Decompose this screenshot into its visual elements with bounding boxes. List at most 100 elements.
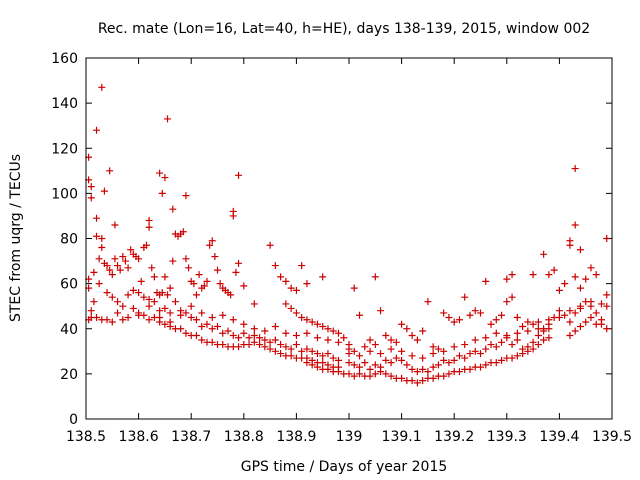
data-point [576, 246, 584, 254]
data-point [245, 341, 253, 349]
data-point [319, 273, 327, 281]
data-point [287, 352, 295, 360]
data-point [98, 235, 106, 242]
data-point [361, 343, 369, 351]
data-point [192, 316, 200, 324]
y-tick-label: 160 [51, 51, 78, 67]
data-point [319, 352, 327, 360]
data-point [250, 325, 258, 333]
data-point [408, 377, 416, 385]
data-point [498, 356, 506, 364]
data-point [93, 313, 101, 321]
data-point [408, 365, 416, 373]
x-tick-label: 139 [336, 429, 363, 445]
data-point [492, 343, 500, 351]
data-point [282, 300, 290, 308]
data-point [292, 286, 300, 294]
data-point [366, 336, 374, 344]
data-point [487, 341, 495, 349]
data-point [124, 313, 132, 321]
data-point [219, 341, 227, 349]
data-point [121, 257, 129, 265]
data-point [329, 354, 337, 362]
data-point [571, 309, 579, 317]
data-point [156, 169, 164, 177]
data-point [114, 309, 122, 317]
data-point [519, 345, 527, 353]
data-point [555, 286, 563, 294]
data-point [398, 374, 406, 382]
data-point [587, 313, 595, 321]
data-point [461, 354, 469, 362]
data-point [190, 280, 198, 288]
data-point [424, 368, 432, 376]
data-point [529, 345, 537, 353]
data-point [582, 318, 590, 326]
x-tick-label: 139.4 [539, 429, 579, 445]
data-point [529, 271, 537, 279]
data-point [313, 363, 321, 371]
data-point [540, 250, 548, 258]
data-point [287, 345, 295, 353]
data-point [513, 336, 521, 344]
data-point [324, 325, 332, 333]
data-point [445, 313, 453, 321]
data-point [576, 284, 584, 292]
data-point [229, 212, 237, 220]
data-point [103, 262, 111, 270]
data-point [245, 334, 253, 342]
data-point [519, 322, 527, 330]
data-point [308, 347, 316, 355]
data-point [450, 343, 458, 351]
data-point [387, 336, 395, 344]
data-point [95, 255, 103, 263]
data-point [508, 341, 516, 349]
y-tick-label: 0 [69, 412, 78, 428]
data-point [566, 318, 574, 326]
data-point [292, 341, 300, 349]
data-point [592, 309, 600, 317]
data-point [482, 334, 490, 342]
data-point [119, 253, 127, 261]
data-point [214, 266, 221, 274]
data-point [561, 311, 569, 319]
y-tick-label: 120 [51, 141, 78, 157]
data-point [455, 352, 463, 360]
data-point [350, 361, 358, 369]
data-point [129, 286, 137, 294]
data-point [334, 329, 342, 337]
data-point [371, 273, 379, 281]
data-point [350, 347, 358, 355]
data-point [198, 336, 206, 344]
data-point [169, 205, 177, 213]
data-point [282, 329, 290, 337]
data-point [587, 298, 595, 306]
data-point [429, 374, 437, 382]
data-point [271, 322, 279, 330]
data-point [334, 338, 342, 346]
data-point [603, 325, 611, 333]
data-point [161, 320, 169, 328]
data-point [200, 282, 208, 290]
data-point [277, 273, 285, 281]
data-point [145, 302, 153, 310]
data-point [266, 345, 274, 353]
data-point [513, 329, 521, 337]
data-point [329, 327, 337, 335]
data-point [156, 307, 164, 315]
data-point [366, 347, 374, 355]
data-point [206, 241, 214, 249]
data-point [471, 307, 479, 315]
data-point [158, 189, 166, 197]
data-point [482, 345, 490, 353]
data-point [461, 341, 469, 349]
data-point [524, 318, 532, 326]
data-point [216, 280, 224, 288]
data-point [545, 316, 553, 324]
data-point [87, 183, 95, 191]
data-point [419, 354, 427, 362]
data-point [387, 359, 395, 367]
data-point [137, 277, 145, 285]
data-point [256, 334, 264, 342]
data-point [192, 291, 200, 299]
